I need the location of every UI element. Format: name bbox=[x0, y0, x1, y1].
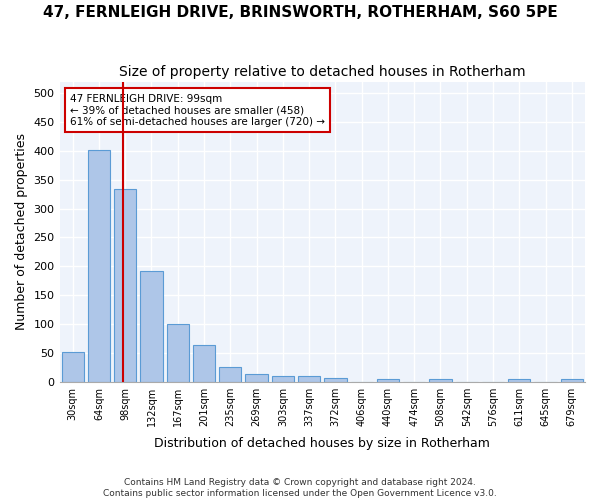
Text: 47, FERNLEIGH DRIVE, BRINSWORTH, ROTHERHAM, S60 5PE: 47, FERNLEIGH DRIVE, BRINSWORTH, ROTHERH… bbox=[43, 5, 557, 20]
Title: Size of property relative to detached houses in Rotherham: Size of property relative to detached ho… bbox=[119, 65, 526, 79]
Bar bbox=[140, 271, 163, 382]
Bar bbox=[508, 380, 530, 382]
Bar bbox=[62, 352, 84, 382]
X-axis label: Distribution of detached houses by size in Rotherham: Distribution of detached houses by size … bbox=[154, 437, 490, 450]
Text: Contains HM Land Registry data © Crown copyright and database right 2024.
Contai: Contains HM Land Registry data © Crown c… bbox=[103, 478, 497, 498]
Y-axis label: Number of detached properties: Number of detached properties bbox=[15, 133, 28, 330]
Bar bbox=[560, 380, 583, 382]
Bar bbox=[88, 150, 110, 382]
Bar bbox=[324, 378, 347, 382]
Bar bbox=[245, 374, 268, 382]
Bar bbox=[114, 190, 136, 382]
Bar bbox=[298, 376, 320, 382]
Text: 47 FERNLEIGH DRIVE: 99sqm
← 39% of detached houses are smaller (458)
61% of semi: 47 FERNLEIGH DRIVE: 99sqm ← 39% of detac… bbox=[70, 94, 325, 127]
Bar bbox=[193, 346, 215, 382]
Bar bbox=[430, 380, 452, 382]
Bar bbox=[167, 324, 189, 382]
Bar bbox=[377, 380, 399, 382]
Bar bbox=[219, 367, 241, 382]
Bar bbox=[272, 376, 294, 382]
